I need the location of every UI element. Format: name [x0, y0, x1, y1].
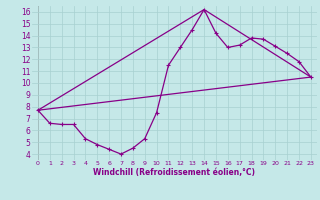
X-axis label: Windchill (Refroidissement éolien,°C): Windchill (Refroidissement éolien,°C) — [93, 168, 255, 177]
